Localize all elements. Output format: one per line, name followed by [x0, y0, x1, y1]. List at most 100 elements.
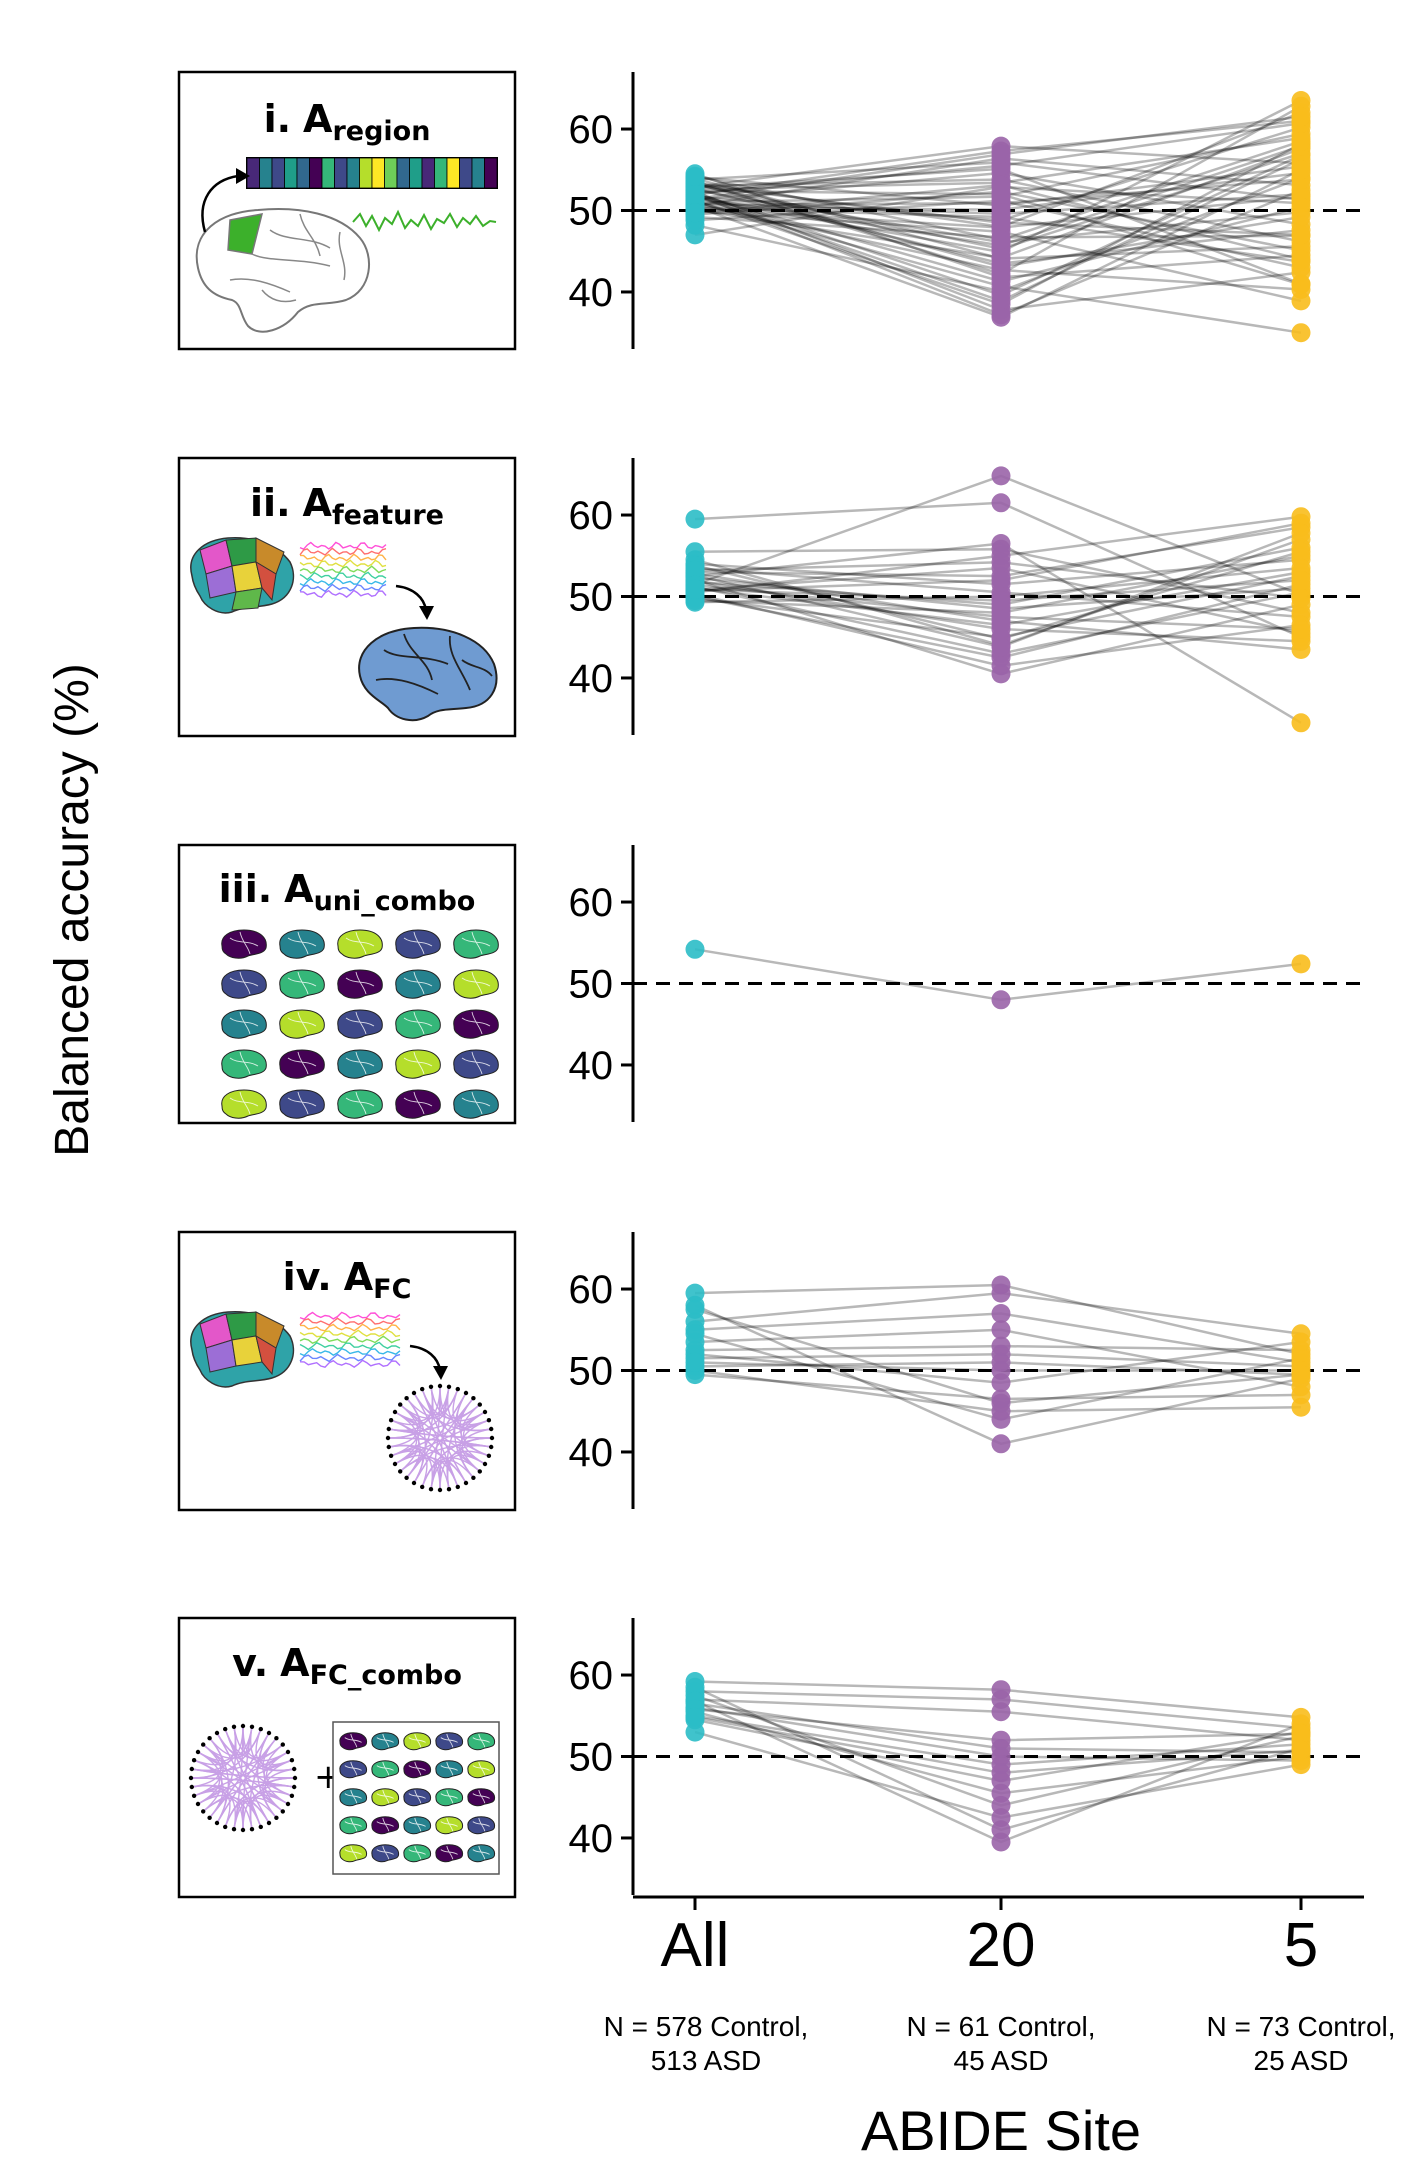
- data-point-5: [1291, 619, 1311, 639]
- data-point-All: [685, 1677, 705, 1697]
- y-tick-label: 50: [569, 963, 614, 1007]
- site-note-all-line2: 513 ASD: [651, 2045, 762, 2076]
- panel-ii-box: ii. Afeature: [177, 456, 517, 738]
- data-point-20: [991, 1393, 1011, 1413]
- data-point-20: [991, 570, 1011, 590]
- data-point-5: [1291, 523, 1311, 543]
- brain-grid-icon: [221, 929, 499, 1119]
- data-point-All: [685, 1707, 705, 1727]
- data-point-20: [991, 307, 1011, 327]
- y-tick-label: 40: [569, 657, 614, 701]
- data-point-20: [991, 1283, 1011, 1303]
- data-point-All: [685, 1352, 705, 1372]
- data-point-All: [685, 184, 705, 204]
- data-point-20: [991, 990, 1011, 1010]
- x-axis: All 20 5 N = 578 Control, 513 ASD N = 61…: [604, 1895, 1396, 2162]
- data-point-20: [991, 1361, 1011, 1380]
- x-tick-5: 5: [1284, 1911, 1318, 1980]
- connectivity-circle-icon: [385, 1383, 495, 1493]
- chart-panel-4: 40 50 60: [569, 1232, 1364, 1509]
- y-tick-label: 40: [569, 1431, 614, 1475]
- y-tick-label: 60: [569, 881, 614, 925]
- data-point-5: [1291, 1755, 1311, 1775]
- data-point-All: [685, 225, 705, 245]
- panel-ii-title: ii. Afeature: [250, 481, 444, 531]
- data-point-20: [991, 591, 1011, 611]
- data-point-20: [991, 291, 1011, 311]
- connectivity-circle-icon: [188, 1723, 298, 1833]
- data-point-20: [991, 1832, 1011, 1852]
- data-point-All: [685, 509, 705, 529]
- data-point-All: [685, 203, 705, 223]
- y-tick-label: 50: [569, 1350, 614, 1394]
- data-point-5: [1291, 197, 1311, 217]
- data-point-All: [685, 542, 705, 562]
- data-point-5: [1291, 323, 1311, 343]
- data-point-20: [991, 213, 1011, 233]
- y-tick-label: 40: [569, 1044, 614, 1088]
- data-point-5: [1291, 225, 1311, 245]
- panel-i-box: i. Aregion: [177, 70, 517, 351]
- data-point-All: [685, 166, 705, 186]
- x-tick-all: All: [661, 1911, 730, 1980]
- panel-iv-title: iv. AFC: [283, 1255, 412, 1305]
- data-point-20: [991, 257, 1011, 277]
- charts: 40 50 60 40 50 60 40 50 60 40 50 60 40 50 60: [569, 72, 1364, 1895]
- data-point-5: [1291, 1740, 1311, 1760]
- data-point-20: [991, 144, 1011, 164]
- panel-iii-title: iii. Auni_combo: [219, 867, 476, 917]
- data-point-20: [991, 1304, 1011, 1323]
- data-point-20: [991, 230, 1011, 250]
- data-point-20: [991, 1409, 1011, 1429]
- data-point-All: [685, 1722, 705, 1742]
- data-point-5: [1291, 1365, 1311, 1385]
- data-point-All: [685, 579, 705, 599]
- data-point-20: [991, 175, 1011, 195]
- data-point-20: [991, 493, 1011, 513]
- data-point-All: [685, 560, 705, 580]
- site-note-5-line2: 25 ASD: [1254, 2045, 1349, 2076]
- panel-v-box: v. AFC_combo +: [177, 1616, 517, 1899]
- y-tick-label: 50: [569, 1736, 614, 1780]
- data-point-5: [1291, 249, 1311, 269]
- y-tick-label: 60: [569, 1268, 614, 1312]
- data-point-5: [1291, 131, 1311, 151]
- x-tick-20: 20: [967, 1911, 1036, 1980]
- timeseries-trace: [352, 209, 497, 233]
- chart-panel-5: 40 50 60: [569, 1618, 1364, 1895]
- site-note-all-line1: N = 578 Control,: [604, 2011, 809, 2042]
- y-tick-label: 40: [569, 1817, 614, 1861]
- data-point-5: [1291, 107, 1311, 127]
- data-point-5: [1291, 588, 1311, 608]
- y-tick-label: 60: [569, 108, 614, 152]
- y-tick-label: 50: [569, 190, 614, 234]
- data-point-20: [991, 1763, 1011, 1783]
- data-point-5: [1291, 713, 1311, 733]
- y-tick-label: 60: [569, 494, 614, 538]
- y-tick-label: 60: [569, 1654, 614, 1698]
- data-point-All: [685, 592, 705, 612]
- panel-illustrations: i. Aregion ii. Afeature: [177, 70, 517, 1899]
- x-axis-label: ABIDE Site: [861, 2099, 1141, 2162]
- data-point-5: [1291, 542, 1311, 562]
- brain-outline-icon: [195, 208, 371, 333]
- data-point-5: [1291, 1397, 1311, 1417]
- data-point-All: [685, 1299, 705, 1319]
- data-point-5: [1291, 570, 1311, 590]
- parcellated-brain-icon: [190, 1311, 295, 1388]
- data-point-20: [991, 1702, 1011, 1722]
- data-point-20: [991, 1730, 1011, 1750]
- data-point-20: [991, 607, 1011, 627]
- panel-iv-box: iv. AFC: [177, 1230, 517, 1512]
- data-point-20: [991, 1320, 1011, 1340]
- data-point-5: [1291, 954, 1311, 974]
- chart-panel-3: 40 50 60: [569, 845, 1364, 1122]
- panel-iii-box: iii. Auni_combo: [177, 843, 517, 1125]
- data-point-All: [685, 939, 705, 959]
- data-point-5: [1291, 1332, 1311, 1352]
- curved-arrow-icon: [201, 174, 239, 233]
- data-point-5: [1291, 1724, 1311, 1744]
- data-point-5: [1291, 275, 1311, 295]
- panel-v-title: v. AFC_combo: [232, 1641, 462, 1691]
